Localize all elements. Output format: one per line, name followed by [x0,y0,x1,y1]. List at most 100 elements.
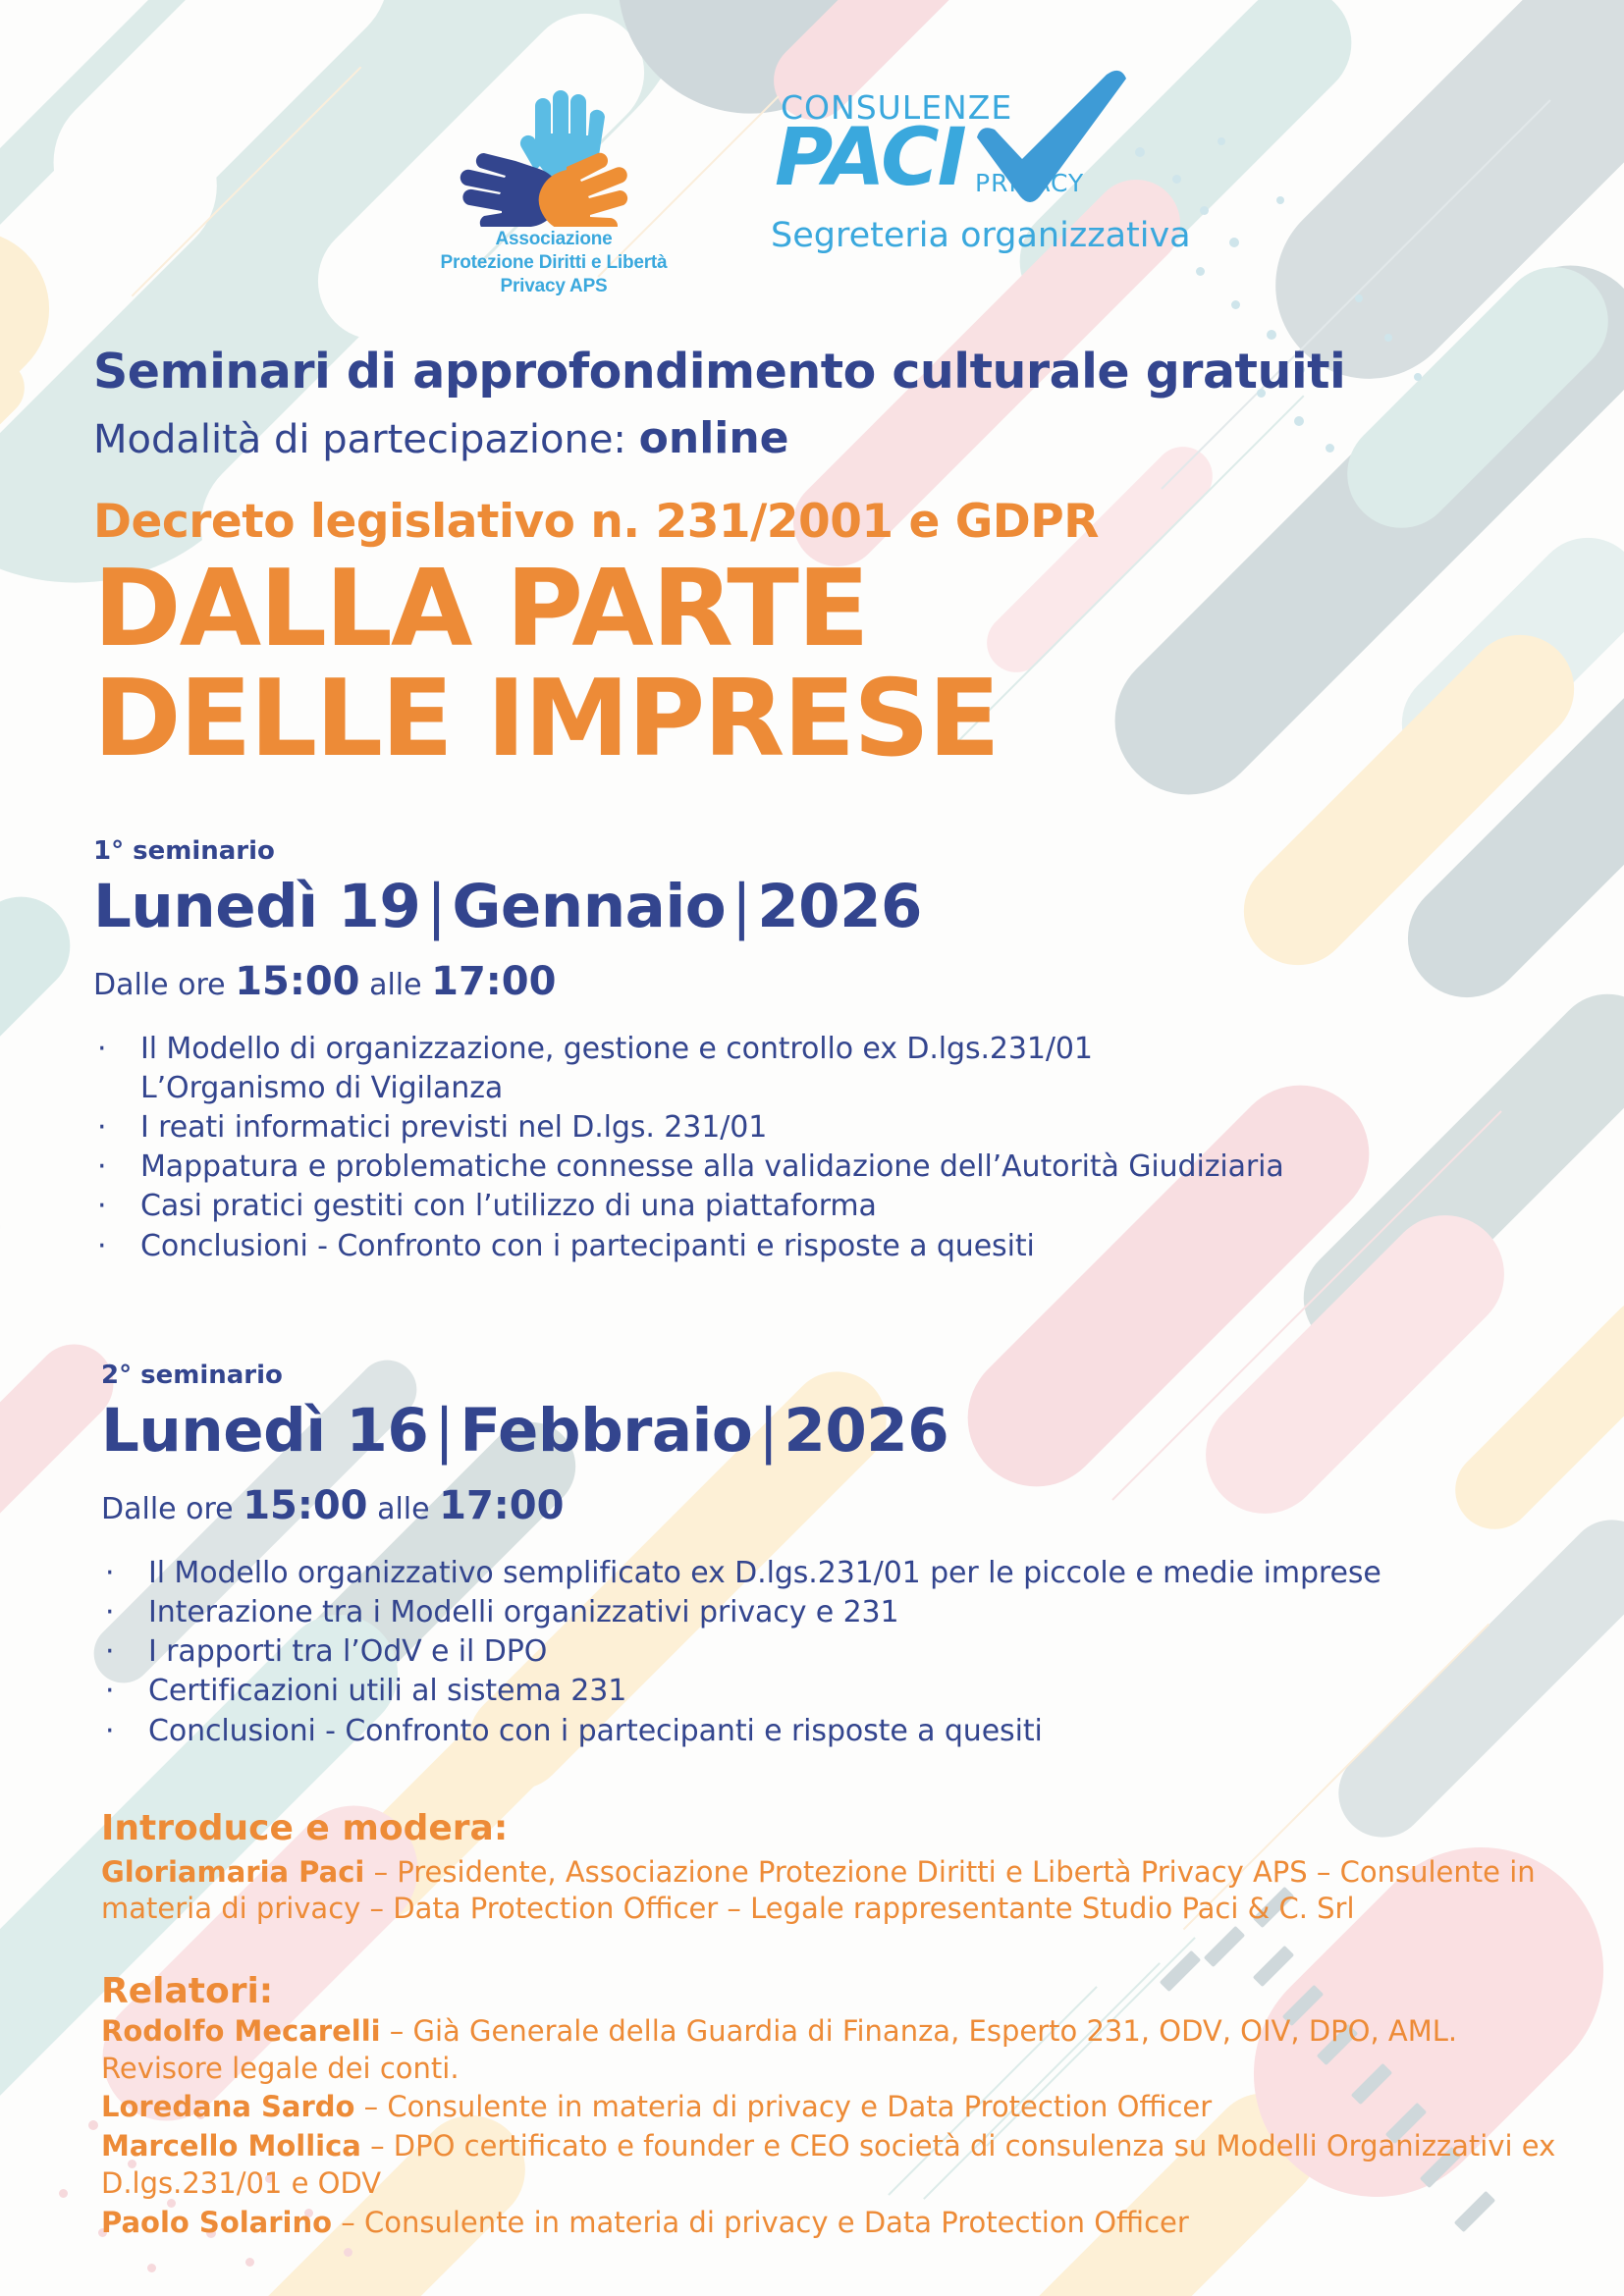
bg-dot [206,2228,216,2238]
bg-dot [344,2248,352,2257]
speaker-name: Paolo Solarino [101,2205,333,2239]
bg-dot [1326,444,1334,453]
bg-dot [147,2264,156,2272]
bg-dot [1414,373,1422,381]
topic-item: · I rapporti tra l’OdV e il DPO [101,1632,1565,1672]
bg-dot [1384,334,1392,342]
speaker-description: – Consulente in materia di privacy e Dat… [332,2205,1189,2239]
date-separator: | [434,1395,455,1466]
moderator-section: Introduce e modera: Gloriamaria Paci – P… [93,1808,1565,2242]
topic-text: Il Modello di organizzazione, gestione e… [140,1031,1093,1066]
bg-dot [1172,175,1181,184]
bullet-icon: · [97,1149,107,1185]
bullet-icon: · [105,1634,115,1670]
decreto-subtitle: Decreto legislativo n. 231/2001 e GDPR [93,495,1099,549]
bg-dot [167,2199,176,2208]
speaker-name: Rodolfo Mecarelli [101,2014,381,2049]
hours-from: 15:00 [235,958,360,1004]
topic-item: · Conclusioni - Confronto con i partecip… [101,1712,1565,1751]
bg-dot [304,2209,313,2217]
seminar-1-year: 2026 [757,871,922,941]
topic-text: I rapporti tra l’OdV e il DPO [148,1634,548,1670]
bullet-icon: · [97,1031,107,1066]
speaker-entry: Marcello Mollica – DPO certificato e fou… [101,2128,1565,2202]
bg-dot [1200,206,1209,215]
logo-bar: Associazione Protezione Diritti e Libert… [0,70,1624,297]
bg-dot [1135,147,1145,157]
modalita-value: online [638,413,789,463]
page-title-line2: DELLE IMPRESE [93,658,1001,781]
topic-text: Mappatura e problematiche connesse alla … [140,1149,1284,1185]
topic-item: · Il Modello di organizzazione, gestione… [93,1030,1565,1108]
bg-dot [1276,196,1284,204]
seminar-1-date: Lunedì 19|Gennaio|2026 [93,872,1565,941]
date-separator: | [758,1395,779,1466]
paci-logo: CONSULENZE PACI PRIVACY Segreteria organ… [771,70,1193,255]
topic-text: I reati informatici previsti nel D.lgs. … [140,1110,768,1145]
speakers-section: Relatori: Rodolfo Mecarelli – Già Genera… [101,1971,1565,2241]
topic-item: · Conclusioni - Confronto con i partecip… [93,1227,1565,1266]
bullet-icon: · [105,1594,115,1629]
hours-prefix: Dalle ore [101,1491,234,1526]
hours-mid: alle [377,1491,430,1526]
page-title: DALLA PARTE DELLE IMPRESE [93,548,1565,781]
paci-brand: PACI [775,112,967,204]
hours-mid: alle [369,967,422,1002]
bg-dot [245,2258,254,2267]
bg-dot [1296,365,1305,374]
bg-dot [98,2228,107,2237]
speaker-name: Marcello Mollica [101,2129,361,2163]
hours-to: 17:00 [431,958,557,1004]
topic-item: · I reati informatici previsti nel D.lgs… [93,1108,1565,1148]
moderator-name: Gloriamaria Paci [101,1854,365,1889]
speaker-description: – Consulente in materia di privacy e Dat… [354,2090,1213,2124]
bg-dot [88,2120,98,2130]
check-mark-icon [963,69,1140,211]
poster-body: Seminari di approfondimento culturale gr… [93,344,1565,2241]
hours-to: 17:00 [439,1482,565,1528]
association-name-line3: Privacy APS [500,275,608,296]
bg-dot [196,2110,205,2119]
speaker-entry: Loredana Sardo – Consulente in materia d… [101,2089,1565,2126]
seminari-heading: Seminari di approfondimento culturale gr… [93,344,1346,400]
topic-item: · Il Modello organizzativo semplificato … [101,1554,1565,1593]
moderator-description: – Presidente, Associazione Protezione Di… [101,1854,1536,1926]
topic-text: Conclusioni - Confronto con i partecipan… [140,1228,1035,1263]
hours-prefix: Dalle ore [93,967,226,1002]
seminar-1-number: 1° seminario [93,835,275,866]
moderator-heading: Introduce e modera: [101,1807,509,1848]
speaker-entry: Rodolfo Mecarelli – Già Generale della G… [101,2013,1565,2087]
paci-subtitle: Segreteria organizzativa [771,216,1191,255]
speaker-description: – DPO certificato e founder e CEO societ… [101,2129,1556,2200]
topic-text: Conclusioni - Confronto con i partecipan… [148,1713,1043,1748]
topic-text: Il Modello organizzativo semplificato ex… [148,1555,1381,1590]
page-title-line1: DALLA PARTE [93,548,870,670]
seminar-2-topics: · Il Modello organizzativo semplificato … [101,1554,1565,1751]
association-name-line1: Associazione [495,229,613,249]
modalita-label: Modalità di partecipazione: [93,417,626,462]
bullet-icon: · [97,1228,107,1263]
seminar-2-month: Febbraio [460,1395,753,1466]
topic-item: · Interazione tra i Modelli organizzativ… [101,1593,1565,1632]
seminar-1-topics: · Il Modello di organizzazione, gestione… [93,1030,1565,1266]
seminar-block-1: 1° seminario Lunedì 19|Gennaio|2026 Dall… [93,836,1565,1266]
modalita-line: Modalità di partecipazione: online [93,413,1565,463]
seminar-2-hours: Dalle ore 15:00 alle 17:00 [101,1483,1565,1528]
bg-dot [1294,416,1304,426]
bullet-icon: · [97,1189,107,1224]
association-name: Associazione Protezione Diritti e Libert… [431,228,677,297]
seminar-2-number: 2° seminario [101,1360,283,1390]
seminar-2-date: Lunedì 16|Febbraio|2026 [101,1396,1565,1466]
speaker-name: Loredana Sardo [101,2090,355,2124]
paci-consulenze-label: CONSULENZE [781,88,1013,127]
bg-dot [1257,389,1266,398]
bullet-icon: · [97,1110,107,1145]
speaker-description: – Già Generale della Guardia di Finanza,… [101,2014,1458,2085]
bg-dot [1267,330,1276,340]
topic-item: · Certificazioni utili al sistema 231 [101,1672,1565,1711]
date-separator: | [426,871,447,941]
topic-subtext: L’Organismo di Vigilanza [140,1070,504,1105]
speaker-entry: Paolo Solarino – Consulente in materia d… [101,2205,1565,2242]
